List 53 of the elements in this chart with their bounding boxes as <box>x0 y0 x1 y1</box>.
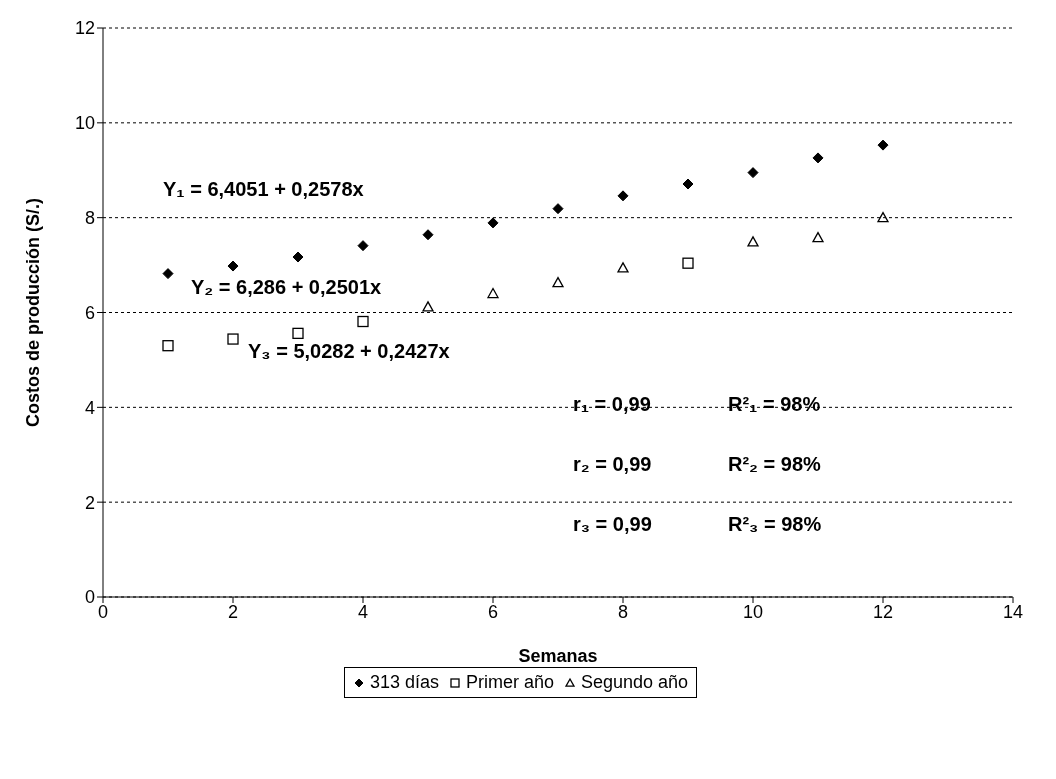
point <box>747 167 759 179</box>
annotation: Y₃ = 5,0282 + 0,2427x <box>248 340 450 363</box>
point <box>227 260 239 272</box>
annotation: Y₁ = 6,4051 + 0,2578x <box>163 178 364 201</box>
point <box>682 257 694 269</box>
x-tick-label: 8 <box>617 601 629 622</box>
legend-label: Primer año <box>465 672 554 693</box>
point <box>487 287 499 299</box>
annotation: R²₁ = 98% <box>728 393 821 416</box>
annotation: r₁ = 0,99 <box>573 393 651 416</box>
annotation: R²₂ = 98% <box>728 453 821 476</box>
point <box>812 152 824 164</box>
point <box>617 190 629 202</box>
point <box>162 268 174 280</box>
annotation: R²₃ = 98% <box>728 513 822 536</box>
point <box>227 333 239 345</box>
annotation: r₂ = 0,99 <box>573 453 652 476</box>
x-tick-label: 14 <box>1002 601 1024 622</box>
point <box>422 229 434 241</box>
point <box>292 251 304 263</box>
point <box>552 276 564 288</box>
legend-label: Segundo año <box>580 672 689 693</box>
legend-label: 313 días <box>369 672 439 693</box>
y-tick-label: 8 <box>84 208 95 229</box>
y-tick-label: 4 <box>84 397 95 418</box>
y-tick-label: 2 <box>84 492 95 513</box>
x-tick-label: 12 <box>872 601 894 622</box>
annotation: r₃ = 0,99 <box>573 513 652 536</box>
point <box>292 327 304 340</box>
y-tick-label: 10 <box>74 113 95 134</box>
y-tick-label: 6 <box>84 302 95 323</box>
point <box>812 231 824 243</box>
x-tick-label: 2 <box>227 601 239 622</box>
y-axis-title: Costos de producción (S/.) <box>23 197 44 428</box>
point <box>357 240 369 252</box>
y-tick-label: 12 <box>74 18 95 39</box>
point <box>747 236 759 247</box>
point <box>162 340 174 352</box>
x-tick-label: 10 <box>742 601 764 622</box>
point <box>877 212 889 223</box>
point <box>357 315 369 328</box>
point <box>682 178 694 190</box>
point <box>552 203 564 215</box>
x-tick-label: 6 <box>487 601 499 622</box>
point <box>487 217 499 229</box>
x-axis-title: Semanas <box>518 646 598 666</box>
x-tick-label: 4 <box>357 601 369 622</box>
point <box>617 262 629 273</box>
y-tick-label: 0 <box>84 587 95 608</box>
annotation: Y₂ = 6,286 + 0,2501x <box>191 276 382 299</box>
point <box>877 139 889 151</box>
x-tick-label: 0 <box>97 601 109 622</box>
point <box>422 301 434 312</box>
